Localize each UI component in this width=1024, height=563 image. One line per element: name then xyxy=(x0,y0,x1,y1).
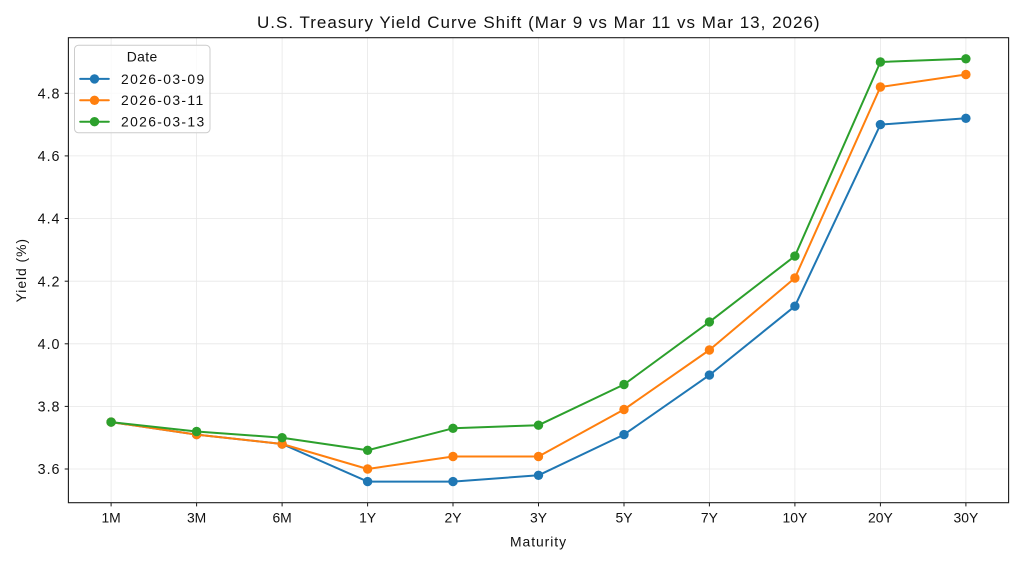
svg-text:3M: 3M xyxy=(187,510,206,526)
svg-text:3.8: 3.8 xyxy=(38,400,61,416)
svg-text:10Y: 10Y xyxy=(783,510,808,526)
svg-text:7Y: 7Y xyxy=(701,510,718,526)
svg-text:30Y: 30Y xyxy=(954,510,979,526)
svg-text:Maturity: Maturity xyxy=(510,534,567,550)
svg-text:1Y: 1Y xyxy=(359,510,376,526)
svg-text:6M: 6M xyxy=(272,510,291,526)
svg-text:U.S. Treasury Yield Curve Shif: U.S. Treasury Yield Curve Shift (Mar 9 v… xyxy=(257,13,821,32)
svg-text:3Y: 3Y xyxy=(530,510,547,526)
svg-text:Date: Date xyxy=(127,48,158,64)
svg-text:5Y: 5Y xyxy=(616,510,633,526)
svg-text:4.8: 4.8 xyxy=(38,86,61,102)
svg-text:Yield (%): Yield (%) xyxy=(13,238,29,302)
svg-text:20Y: 20Y xyxy=(868,510,893,526)
svg-text:1M: 1M xyxy=(101,510,120,526)
svg-text:4.4: 4.4 xyxy=(38,212,61,228)
svg-text:4.6: 4.6 xyxy=(38,149,61,165)
svg-text:2026-03-09: 2026-03-09 xyxy=(121,71,206,87)
svg-text:2Y: 2Y xyxy=(445,510,462,526)
svg-text:3.6: 3.6 xyxy=(38,462,61,478)
svg-text:2026-03-13: 2026-03-13 xyxy=(121,114,206,130)
svg-text:2026-03-11: 2026-03-11 xyxy=(121,92,205,108)
svg-text:4.0: 4.0 xyxy=(38,337,61,353)
svg-text:4.2: 4.2 xyxy=(38,274,61,290)
